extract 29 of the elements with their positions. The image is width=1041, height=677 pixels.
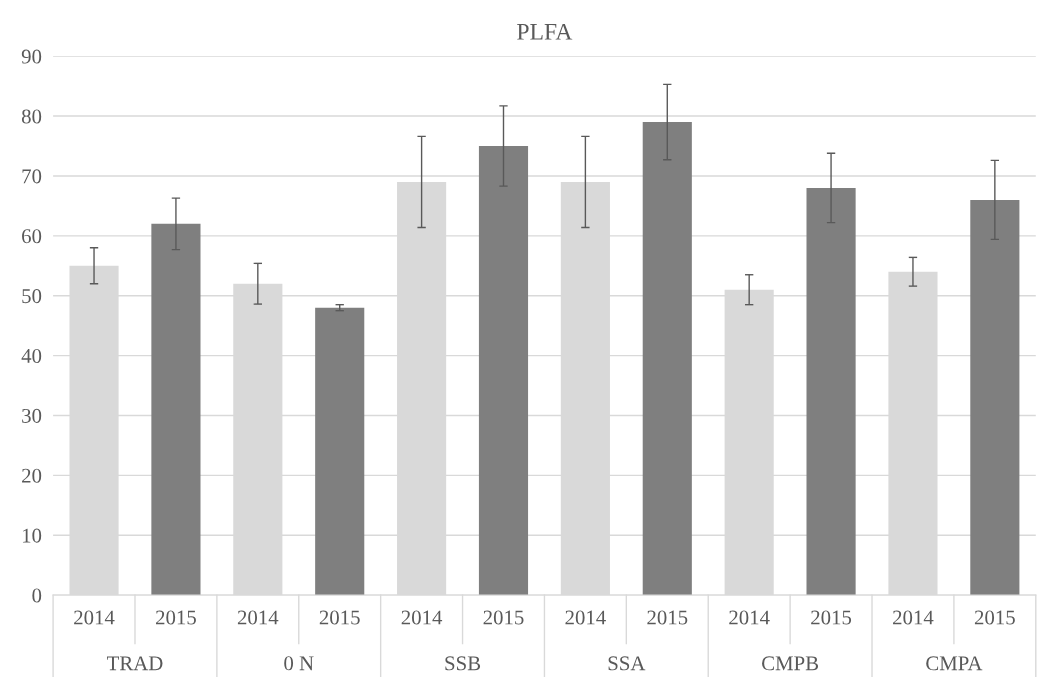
text: TRAD <box>107 656 163 671</box>
y-tick-label: 80 <box>21 109 42 124</box>
x-tick-label: 2014 <box>893 610 934 625</box>
y-tick-label: 90 <box>21 49 42 64</box>
y-tick-label: 10 <box>22 528 42 543</box>
x-tick-label: 2015 <box>811 610 852 625</box>
x-tick-label: 2014 <box>74 610 115 625</box>
x-tick-label: 2015 <box>974 610 1015 625</box>
y-tick-label: 70 <box>22 169 42 184</box>
text: CMPA <box>926 656 983 671</box>
y-tick-label: 0 <box>32 588 42 603</box>
x-tick-label: 2014 <box>237 610 279 625</box>
x-tick-label: 2015 <box>319 610 360 625</box>
y-tick-label: 40 <box>21 348 42 364</box>
chart-title: PLFA <box>517 23 573 40</box>
text: SSA <box>608 656 646 671</box>
x-tick-label: 2015 <box>483 610 524 625</box>
x-tick-label: 2014 <box>401 610 443 625</box>
x-tick-label: 2015 <box>156 610 196 625</box>
text: 0 N <box>284 656 314 671</box>
text: SSB <box>445 656 481 671</box>
x-tick-label: 2015 <box>647 610 688 625</box>
x-tick-label: 2014 <box>729 610 770 625</box>
y-tick-label: 50 <box>22 289 42 304</box>
y-tick-label: 30 <box>22 408 42 423</box>
y-tick-label: 20 <box>22 468 42 483</box>
y-tick-label: 60 <box>22 229 42 244</box>
text: CMPB <box>762 656 819 671</box>
x-tick-label: 2014 <box>565 610 606 625</box>
